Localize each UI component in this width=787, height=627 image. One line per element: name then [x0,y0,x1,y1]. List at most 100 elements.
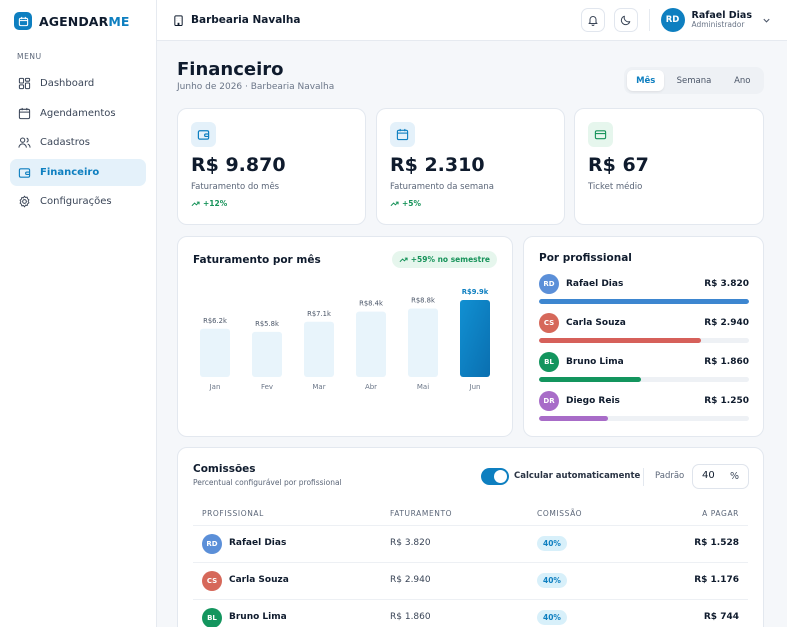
page-subtitle: Junho de 2026 · Barbearia Navalha [177,82,335,92]
sidebar-item-cadastros[interactable]: Cadastros [10,129,146,156]
monthly-revenue-card: Faturamento por mês +59% no semestre R$6… [177,236,513,437]
semester-growth-badge: +59% no semestre [391,251,497,268]
sidebar-item-label: Financeiro [40,166,100,178]
auto-calc-toggle[interactable] [481,468,509,485]
shop-name: Barbearia Navalha [191,14,301,26]
kpi-card-monthly-revenue: R$ 9.870 Faturamento do mês +12% [177,108,366,225]
professional-name: Rafael Dias [229,538,287,548]
menu-label: MENU [17,52,42,61]
bar-mar[interactable] [304,321,334,377]
progress-track [539,416,749,421]
commission-badge[interactable]: 40% [537,610,567,625]
default-label: Padrão [655,471,685,481]
sidebar-item-label: Agendamentos [40,107,116,119]
professional-row[interactable]: BL Bruno Lima R$ 1.860 [539,352,749,382]
professional-name: Diego Reis [566,396,620,406]
column-header-commission[interactable]: COMISSÃO [537,509,583,518]
building-icon [174,14,183,26]
column-header-payout[interactable]: A PAGAR [702,509,739,518]
kpi-card-weekly-revenue: R$ 2.310 Faturamento da semana +5% [376,108,565,225]
avatar: BL [202,608,222,627]
moon-icon [620,15,630,26]
trend-up-icon [399,257,408,263]
x-tick-label: Jun [469,383,481,391]
page-title: Financeiro [177,59,284,80]
commission-badge[interactable]: 40% [537,536,567,551]
period-month-button[interactable]: Mês [627,70,665,91]
professional-row[interactable]: DR Diego Reis R$ 1.250 [539,391,749,421]
user-menu[interactable]: RD Rafael Dias Administrador [660,8,771,32]
column-header-revenue[interactable]: FATURAMENTO [390,509,453,518]
default-percent-input[interactable] [702,470,730,481]
professional-name: Carla Souza [566,318,626,328]
period-week-button[interactable]: Semana [676,75,712,86]
sidebar-item-configuracoes[interactable]: Configurações [10,188,146,215]
professional-name: Rafael Dias [566,279,624,289]
sidebar-item-dashboard[interactable]: Dashboard [10,70,146,97]
bar-mai[interactable] [408,308,438,377]
bar-jan[interactable] [200,328,230,377]
bar-value-label: R$6.2k [203,317,227,325]
payout-cell: R$ 1.176 [694,575,739,585]
sidebar-item-agendamentos[interactable]: Agendamentos [10,100,146,127]
brand[interactable]: AGENDARME [0,0,156,42]
topbar: Barbearia Navalha RD Rafael Dias Adminis… [157,0,787,41]
payout-cell: R$ 1.528 [694,538,739,548]
kpi-label: Faturamento do mês [191,182,280,192]
bar-abr[interactable] [356,311,386,377]
calendar-icon [390,122,415,147]
kpi-value: R$ 2.310 [390,154,485,176]
theme-toggle-button[interactable] [613,8,638,32]
kpi-label: Ticket médio [588,182,643,192]
payout-cell: R$ 744 [703,612,739,622]
commissions-card: Comissões Percentual configurável por pr… [177,447,764,627]
sidebar-item-financeiro[interactable]: Financeiro [10,158,146,186]
x-tick-label: Fev [261,383,273,391]
sidebar-nav: Dashboard Agendamentos Cadastros Finance… [0,70,156,215]
bar-value-label: R$9.9k [462,288,489,296]
avatar: CS [539,313,559,333]
divider [648,9,650,31]
card-title: Por profissional [539,252,632,264]
progress-fill [539,377,642,382]
column-header-professional[interactable]: PROFISSIONAL [202,509,264,518]
professional-value: R$ 1.860 [704,357,749,367]
professional-name: Bruno Lima [566,357,624,367]
brand-logo-icon [14,12,32,30]
shop-selector[interactable]: Barbearia Navalha [173,14,300,26]
professional-name: Carla Souza [229,575,289,585]
notifications-button[interactable] [580,8,605,32]
commission-badge[interactable]: 40% [537,573,567,588]
default-percent-field[interactable]: % [692,464,749,489]
divider [193,562,748,563]
wallet-icon [191,122,216,147]
users-icon [18,137,31,148]
brand-name: AGENDARME [39,13,130,29]
progress-fill [539,338,701,343]
professional-row[interactable]: CS Carla Souza R$ 2.940 [539,313,749,343]
kpi-card-average-ticket: R$ 67 Ticket médio [574,108,764,225]
period-year-button[interactable]: Ano [734,75,751,86]
trend-up-icon [191,201,200,207]
bar-fev[interactable] [252,331,282,377]
chart-title: Faturamento por mês [193,254,321,266]
professional-value: R$ 2.940 [704,318,749,328]
trend-up-icon [390,201,399,207]
bar-value-label: R$8.8k [411,297,435,305]
x-tick-label: Mai [417,383,429,391]
commissions-title: Comissões [193,463,256,475]
kpi-value: R$ 9.870 [191,154,286,176]
gear-icon [19,196,30,208]
sidebar-item-label: Configurações [40,196,112,208]
user-name: Rafael Dias [691,9,752,21]
kpi-value: R$ 67 [588,154,649,176]
period-switcher: Mês Semana Ano [624,67,764,94]
bell-icon [588,16,598,26]
kpi-label: Faturamento da semana [390,182,494,192]
calendar-icon [18,107,31,119]
x-tick-label: Abr [365,383,377,391]
professional-row[interactable]: RD Rafael Dias R$ 3.820 [539,274,749,304]
kpi-delta: +12% [191,199,227,208]
toggle-knob [494,470,507,483]
bar-jun[interactable] [460,300,490,377]
